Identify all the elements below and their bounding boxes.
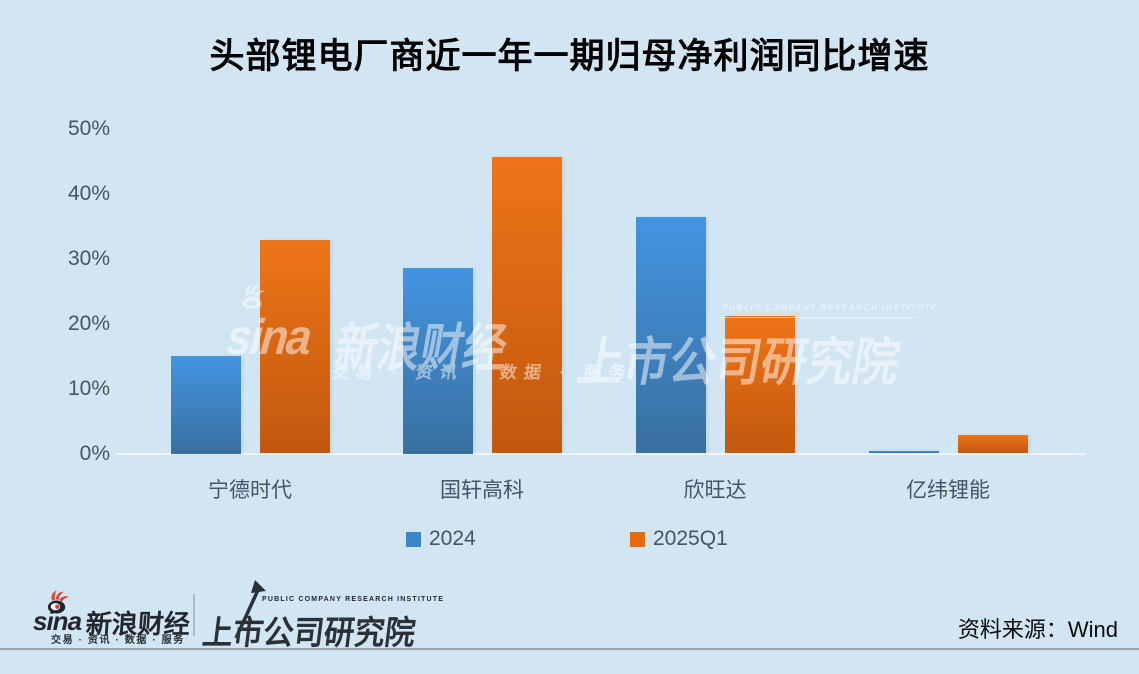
x-axis-baseline [116, 452, 1086, 455]
bar-2024-欣旺达 [635, 216, 706, 454]
chart-legend: 2024 2025Q1 [0, 527, 1139, 553]
y-tick-20%: 20% [67, 311, 110, 335]
y-tick-40%: 40% [67, 181, 110, 205]
x-label-欣旺达: 欣旺达 [683, 479, 747, 502]
x-label-亿纬锂能: 亿纬锂能 [906, 479, 990, 502]
bar-2025Q1-宁德时代 [259, 239, 330, 454]
chart-title: 头部锂电厂商近一年一期归母净利润同比增速 [209, 37, 930, 76]
bar-2024-亿纬锂能 [868, 450, 939, 454]
y-tick-50%: 50% [67, 116, 110, 140]
x-label-国轩高科: 国轩高科 [440, 479, 524, 502]
legend-swatch-2025Q1 [630, 531, 645, 547]
y-tick-30%: 30% [67, 246, 110, 270]
y-tick-10%: 10% [67, 376, 110, 400]
bar-2025Q1-欣旺达 [724, 315, 795, 454]
bar-2025Q1-国轩高科 [491, 157, 562, 454]
bar-2024-宁德时代 [170, 356, 241, 454]
legend-item-2025Q1: 2025Q1 [630, 527, 728, 551]
legend-item-2024: 2024 [406, 527, 476, 551]
y-tick-0%: 0% [79, 441, 110, 465]
x-label-宁德时代: 宁德时代 [208, 479, 292, 502]
bar-2024-国轩高科 [402, 268, 473, 454]
legend-label-2024: 2024 [429, 527, 476, 550]
legend-label-2025Q1: 2025Q1 [653, 527, 728, 550]
bar-2025Q1-亿纬锂能 [957, 434, 1028, 454]
legend-swatch-2024 [406, 531, 421, 547]
